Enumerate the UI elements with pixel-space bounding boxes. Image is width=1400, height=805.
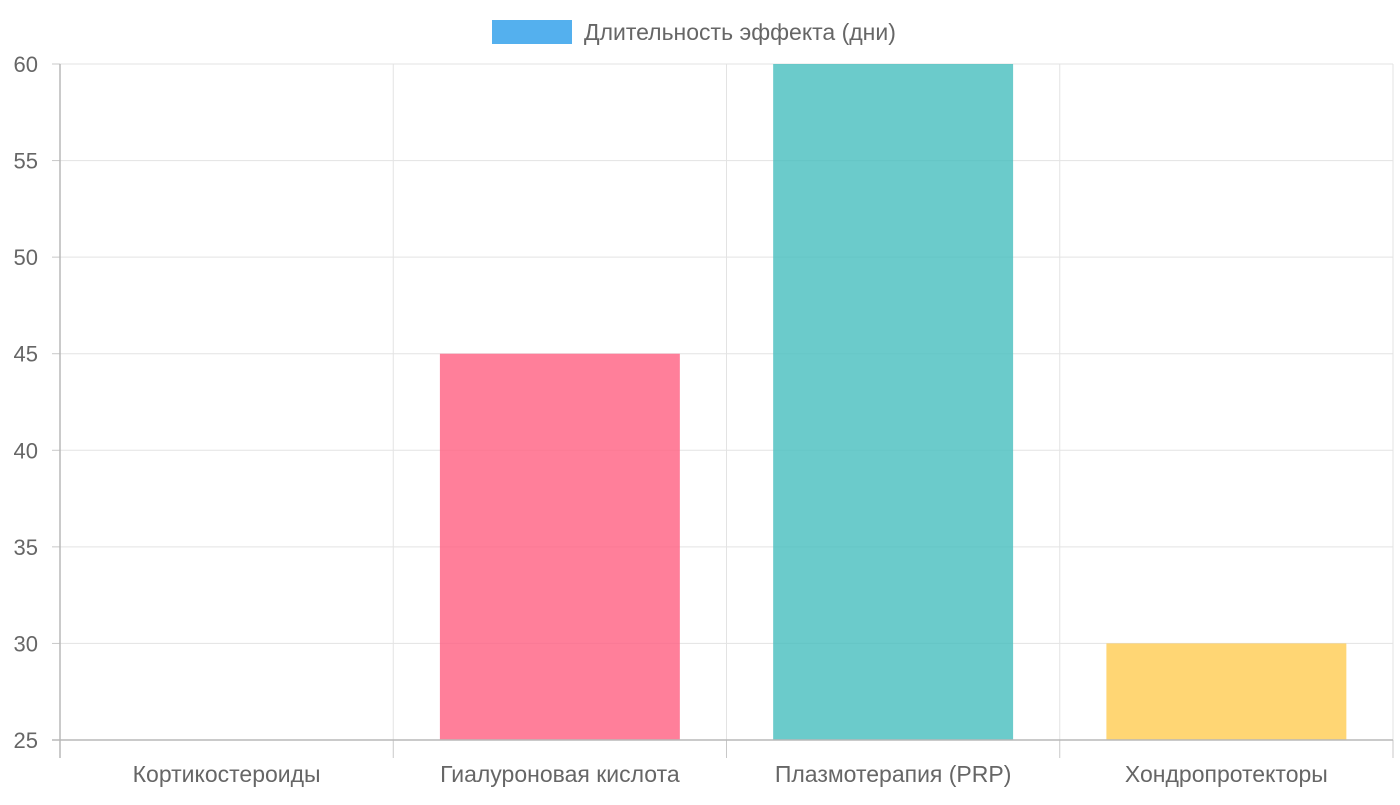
grid — [60, 63, 1394, 740]
y-tick-label: 60 — [14, 52, 38, 77]
axes — [52, 63, 1394, 758]
y-tick-label: 55 — [14, 149, 38, 174]
y-tick-label: 50 — [14, 245, 38, 270]
y-tick-label: 25 — [14, 728, 38, 753]
y-tick-label: 35 — [14, 535, 38, 560]
x-category-label: Гиалуроновая кислота — [440, 761, 680, 787]
legend-swatch — [492, 20, 572, 44]
bar[interactable] — [1106, 643, 1347, 740]
legend[interactable]: Длительность эффекта (дни) — [492, 19, 896, 45]
y-tick-label: 45 — [14, 342, 38, 367]
y-tick-label: 40 — [14, 438, 38, 463]
x-category-label: Плазмотерапия (PRP) — [775, 761, 1012, 787]
bar[interactable] — [773, 64, 1014, 740]
x-category-label: Кортикостероиды — [133, 761, 321, 787]
legend-label: Длительность эффекта (дни) — [584, 19, 896, 45]
x-category-label: Хондропротекторы — [1125, 761, 1328, 787]
bars — [439, 64, 1347, 740]
bar[interactable] — [439, 353, 680, 740]
axis-labels: 25 30 35 40 45 50 55 60 Кортикостероиды Гиалуроно… — [14, 52, 1328, 787]
y-tick-label: 30 — [14, 631, 38, 656]
